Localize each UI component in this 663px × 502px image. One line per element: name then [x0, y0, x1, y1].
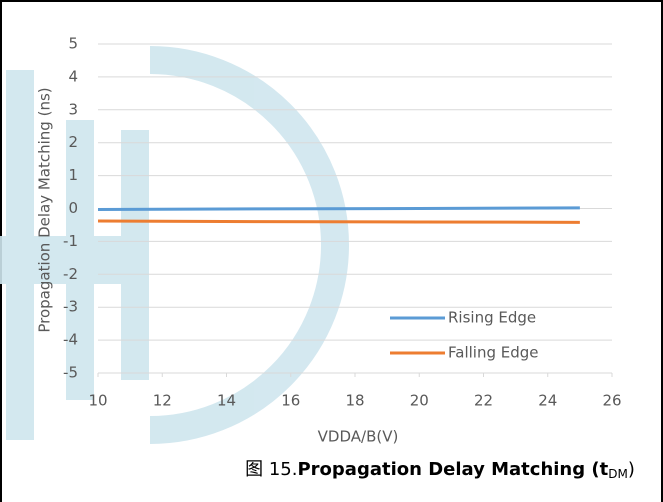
x-axis-title: VDDA/B(V)	[318, 428, 399, 446]
caption-subscript: DM	[608, 467, 628, 481]
x-tick-label: 26	[602, 392, 621, 410]
x-tick-label: 18	[345, 392, 364, 410]
y-tick-label: 2	[68, 133, 78, 151]
watermark	[0, 46, 349, 444]
x-tick-label: 20	[410, 392, 429, 410]
legend-label: Rising Edge	[448, 309, 536, 327]
caption-prefix: 图 15.	[245, 459, 297, 480]
y-tick-label: 3	[68, 100, 78, 118]
y-tick-label: 1	[68, 166, 78, 184]
y-tick-label: 0	[68, 199, 78, 217]
x-tick-label: 24	[538, 392, 557, 410]
y-tick-label: -4	[63, 331, 78, 349]
x-tick-label: 10	[88, 392, 107, 410]
series-line	[97, 219, 580, 224]
y-axis-title: Propagation Delay Matching (ns)	[36, 87, 54, 332]
caption: 图 15.Propagation Delay Matching (tDM)	[245, 459, 635, 481]
y-tick-label: 5	[68, 35, 78, 53]
y-tick-label: -1	[63, 232, 78, 250]
y-tick-label: 4	[68, 67, 78, 85]
y-tick-label: -5	[63, 364, 78, 382]
series-line	[97, 206, 580, 211]
x-tick-label: 16	[281, 392, 300, 410]
caption-suffix: )	[628, 459, 635, 480]
legend-label: Falling Edge	[448, 344, 539, 362]
y-tick-label: -2	[63, 265, 78, 283]
x-tick-label: 22	[474, 392, 493, 410]
y-tick-label: -3	[63, 298, 78, 316]
x-tick-label: 12	[153, 392, 172, 410]
x-tick-label: 14	[217, 392, 236, 410]
caption-text: Propagation Delay Matching (t	[297, 459, 608, 480]
